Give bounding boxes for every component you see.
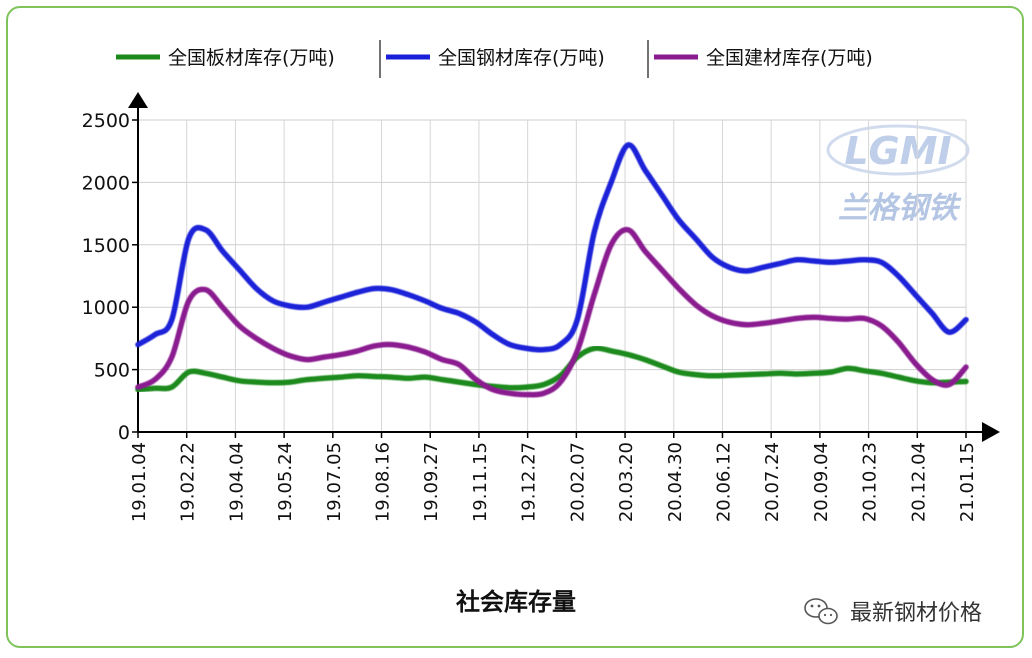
x-tick-label: 20.07.24 [762,442,783,522]
axes [128,92,1000,442]
y-tick-label: 1000 [82,297,130,319]
x-tick-label: 20.09.04 [811,442,832,522]
watermark: LGMI 兰格钢铁 [826,124,970,226]
legend-item-board: 全国板材库存(万吨) [116,47,335,69]
legend: 全国板材库存(万吨) 全国钢材库存(万吨) 全国建材库存(万吨) [116,40,873,78]
series-line-steel [135,142,969,353]
legend-label-steel: 全国钢材库存(万吨) [438,47,605,69]
x-tick-label: 19.05.24 [275,442,296,522]
x-tick-label: 20.06.12 [713,442,734,522]
series-layer [135,142,969,398]
wechat-badge: 最新钢材价格 [804,598,982,626]
x-tick-label: 19.04.04 [226,442,247,522]
series-line-construction [135,226,969,398]
wechat-account-label: 最新钢材价格 [850,601,982,626]
legend-item-construction: 全国建材库存(万吨) [654,47,873,69]
chart-frame [6,6,1024,648]
x-axis-ticks: 19.01.04 19.02.22 19.04.04 19.05.24 19.07.05… [129,432,978,522]
chart-title: 社会库存量 [456,588,576,616]
legend-label-construction: 全国建材库存(万吨) [706,47,873,69]
wechat-icon [804,598,838,625]
x-tick-label: 19.07.05 [324,442,345,522]
x-tick-label: 19.01.04 [129,442,150,522]
legend-item-steel: 全国钢材库存(万吨) [386,47,605,69]
watermark-brand-text: 兰格钢铁 [838,191,962,226]
x-tick-label: 19.09.27 [421,442,442,522]
x-tick-label: 19.11.15 [470,442,491,522]
legend-label-board: 全国板材库存(万吨) [168,47,335,69]
y-tick-label: 0 [118,422,130,444]
series-line-board [135,345,969,393]
watermark-logo-ellipse [826,124,970,176]
x-tick-label: 20.04.30 [665,442,686,522]
y-tick-label: 1500 [82,235,130,257]
x-tick-label: 19.12.27 [519,442,540,522]
x-tick-label: 20.12.04 [908,442,929,522]
x-tick-label: 19.02.22 [178,442,199,522]
x-tick-label: 20.02.07 [567,442,588,522]
watermark-logo-text: LGMI [844,129,951,173]
y-tick-label: 2000 [82,172,130,194]
grid [138,119,967,432]
x-tick-label: 20.10.23 [860,442,881,522]
x-axis-arrow [982,422,1000,442]
x-tick-label: 21.01.15 [957,442,978,522]
y-tick-label: 2500 [82,110,130,132]
y-axis-arrow [128,92,148,108]
y-axis-ticks: 0 500 1000 1500 2000 2500 [82,110,138,444]
x-tick-label: 19.08.16 [373,442,394,522]
x-tick-label: 20.03.20 [616,442,637,522]
y-tick-label: 500 [94,360,130,382]
